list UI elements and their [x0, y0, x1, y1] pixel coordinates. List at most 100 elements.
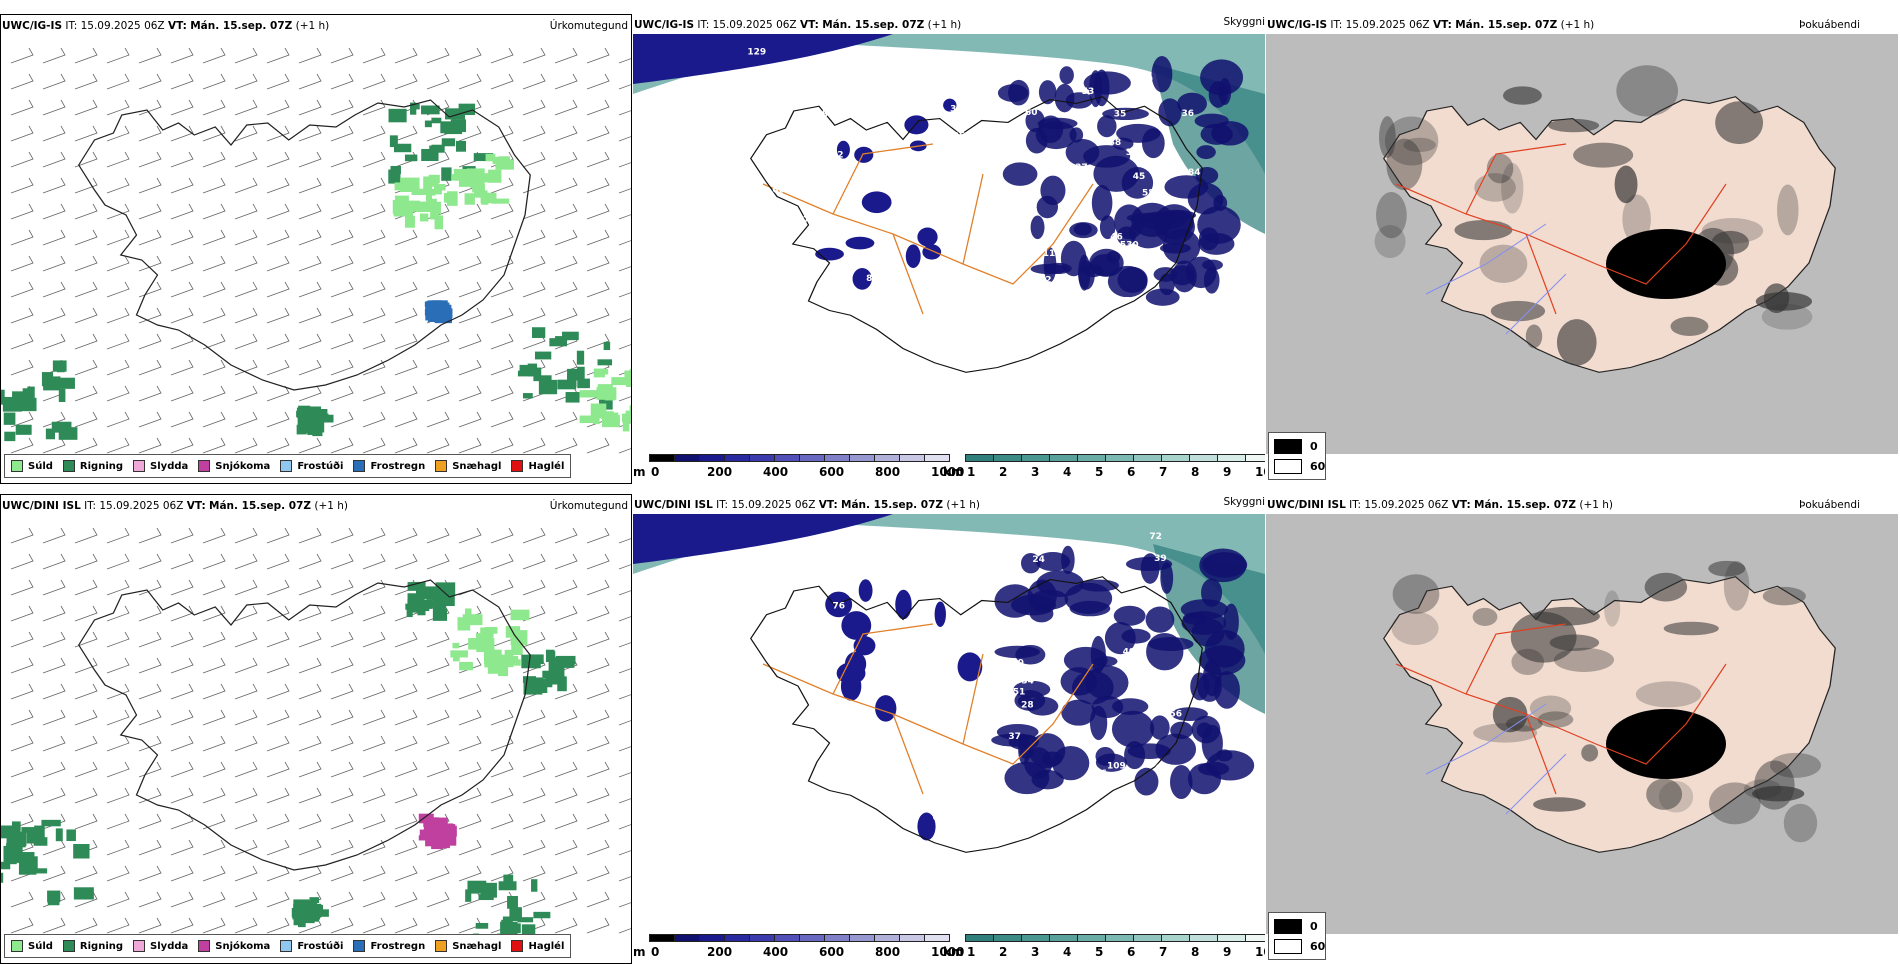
wind-barb — [619, 230, 631, 245]
wind-barb — [427, 48, 449, 63]
cloudbase-cell — [1127, 213, 1172, 223]
wind-barb — [459, 840, 481, 855]
wind-barb — [555, 230, 577, 245]
wind-barb — [459, 204, 481, 219]
wind-barb — [299, 256, 321, 271]
wind-barb — [139, 892, 161, 907]
wind-barb — [43, 762, 65, 777]
fog-legend-high-swatch — [1274, 439, 1302, 454]
wind-barb — [427, 74, 449, 89]
panel-header: UWC/IG-IS IT: 15.09.2025 06Z VT: Mán. 15… — [1267, 19, 1594, 31]
wind-barb — [395, 736, 417, 751]
wind-barb — [43, 580, 65, 595]
precip-cell — [476, 923, 488, 929]
legend-label: Súld — [28, 461, 53, 472]
precip-legend-item: Snæhagl — [435, 460, 501, 472]
wind-barb — [363, 866, 385, 881]
wind-barb — [267, 632, 289, 647]
fog-cell — [1533, 797, 1586, 811]
precip-cell — [511, 610, 530, 621]
cloudbase-label: 45 — [944, 729, 957, 739]
wind-barb — [171, 360, 193, 375]
colorbar-segment — [1189, 934, 1218, 942]
cloudbase-cell — [1142, 128, 1165, 158]
cloudbase-label: 35 — [1114, 109, 1127, 119]
wind-barb — [75, 360, 97, 375]
cloudbase-cell — [1083, 265, 1104, 278]
wind-barb — [395, 710, 417, 725]
wind-barb — [299, 178, 321, 193]
cloudbase-label: 43 — [1025, 204, 1038, 214]
wind-barb — [267, 48, 289, 63]
wind-barb — [75, 308, 97, 323]
wind-barb — [171, 892, 193, 907]
wind-barb — [267, 554, 289, 569]
precip-cell — [66, 829, 76, 841]
wind-barb — [171, 580, 193, 595]
precip-cell — [577, 351, 584, 365]
panel-header: UWC/DINI ISL IT: 15.09.2025 06Z VT: Mán.… — [1267, 499, 1613, 511]
cloudbase-label: 44 — [726, 750, 739, 760]
colorbar-segment — [1161, 454, 1190, 462]
wind-barb — [619, 684, 631, 699]
wind-barb — [427, 282, 449, 297]
wind-barb — [587, 126, 609, 141]
wind-barb — [299, 48, 321, 63]
cloudbase-label: 76 — [833, 601, 846, 611]
colorbar-segment — [824, 934, 850, 942]
wind-barb — [555, 580, 577, 595]
wind-barb — [107, 762, 129, 777]
cloudbase-cell — [1223, 603, 1238, 639]
cloudbase-label: 72 — [1067, 822, 1080, 832]
wind-barb — [11, 918, 33, 933]
precip-cell — [405, 155, 417, 162]
fog-cell — [1376, 192, 1407, 238]
cloudbase-label: 66 — [888, 138, 901, 148]
wind-barb — [587, 606, 609, 621]
wind-barb — [235, 438, 257, 453]
wind-barb — [203, 152, 225, 167]
cloudbase-cell — [1170, 722, 1193, 739]
cloudbase-label: 32 — [775, 813, 788, 823]
wind-barb — [235, 710, 257, 725]
wind-barb — [107, 736, 129, 751]
colorbar-tick: 1 — [967, 945, 975, 959]
wind-barb — [43, 126, 65, 141]
wind-barb — [107, 412, 129, 427]
wind-barb — [203, 308, 225, 323]
precip-cell — [503, 875, 513, 887]
wind-barb — [43, 658, 65, 673]
wind-barb — [139, 736, 161, 751]
wind-barb — [459, 412, 481, 427]
cloudbase-label: 38 — [1126, 148, 1139, 158]
cloudbase-label: 344 — [950, 104, 969, 114]
wind-barb — [619, 74, 631, 89]
precip-cell — [59, 389, 66, 402]
wind-barb — [619, 710, 631, 725]
wind-barb — [267, 684, 289, 699]
wind-barb — [139, 528, 161, 543]
wind-barb — [363, 100, 385, 115]
wind-barb — [139, 606, 161, 621]
precip-legend-item: Snæhagl — [435, 940, 501, 952]
wind-barb — [107, 814, 129, 829]
wind-barb — [235, 256, 257, 271]
wind-barb — [43, 178, 65, 193]
wind-barb — [299, 360, 321, 375]
wind-barb — [171, 282, 193, 297]
fog-cell — [1616, 65, 1678, 116]
wind-barb — [75, 684, 97, 699]
wind-barb — [555, 866, 577, 881]
cloudbase-cell — [1152, 56, 1173, 92]
precip-cell — [486, 154, 496, 161]
cloudbase-label: 56 — [1169, 710, 1182, 720]
wind-barb — [331, 74, 353, 89]
precip-cell — [531, 879, 537, 892]
cloudbase-label: 39 — [741, 101, 754, 111]
precip-map — [1, 515, 631, 935]
panel-title: Skyggni — [1224, 496, 1266, 508]
